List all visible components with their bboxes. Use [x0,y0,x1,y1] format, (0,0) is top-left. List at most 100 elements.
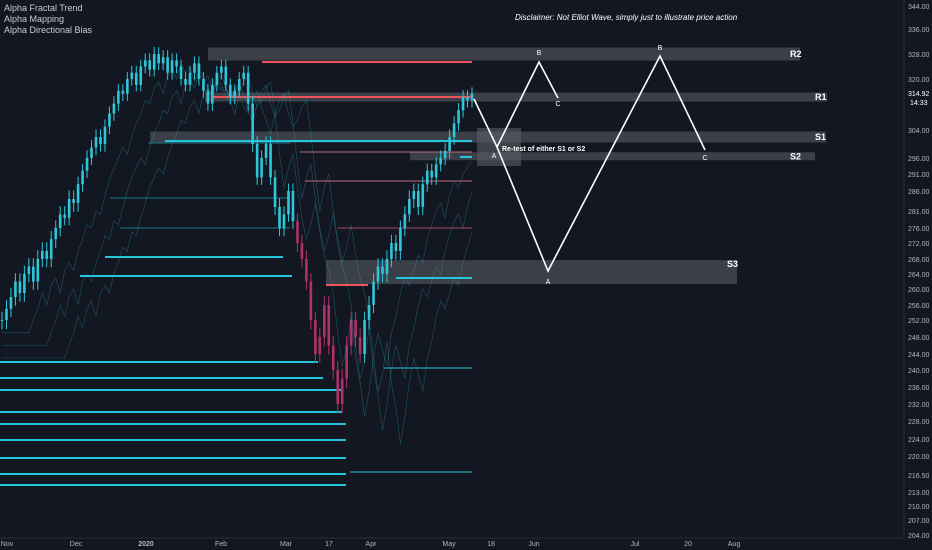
candle-body [246,72,250,104]
zone-s3 [326,260,737,285]
candle-body [403,214,407,228]
candle-body [363,320,366,354]
candle-body [175,60,178,67]
y-axis[interactable]: 344.00 336.00 328.00 320.00 304.00 296.00 291.… [903,0,932,540]
y-tick-label: 296.00 [908,156,930,163]
y-tick-label: 256.00 [908,303,930,310]
y-tick-label: 216.50 [908,473,930,480]
candle-body [394,243,398,251]
candle-body [81,170,84,185]
candle-body [439,158,442,165]
y-tick-label: 204.00 [908,533,930,540]
candle-body [148,60,152,70]
x-axis[interactable]: Nov Dec 2020 Feb Mar 17 Apr May 18 Jun Jul 20 Aug [0,537,904,548]
y-tick-label: 228.00 [908,419,930,426]
candle-body [305,259,308,282]
candle-body [430,170,434,178]
candle-body [134,72,138,85]
projection-point-c: C [702,155,707,162]
current-price-label: 314.92 [908,91,930,98]
candle-body [202,79,205,91]
candle-body [220,66,223,73]
candle-body [157,54,160,64]
candle-body [452,123,456,137]
candle-body [242,72,246,79]
candle-body [358,337,362,354]
candle-body [434,164,438,178]
candle-body [45,251,49,259]
candle-body [408,199,411,215]
candle-body [327,305,331,346]
candle-body [318,337,322,354]
candle-body [390,243,393,259]
candle-body [112,103,116,114]
candle-body [273,177,277,207]
candle-body [121,90,125,94]
candle-body [260,158,263,178]
candle-body [188,72,192,85]
trend-envelope-2 [2,81,473,444]
y-tick-label: 336.00 [908,27,930,34]
candle-body [18,281,22,293]
candle-body [224,66,228,85]
candle-body [461,97,465,111]
candle-body [399,228,402,251]
y-tick-label: 320.00 [908,77,930,84]
price-countdown-label: 14:33 [910,100,928,107]
price-tag-bg [905,88,932,107]
retest-box [477,128,521,166]
candle-body [58,214,62,228]
candle-body [354,320,357,337]
candle-body [237,79,241,91]
candle-body [269,144,272,178]
indicator-1[interactable]: Alpha Fractal Trend [4,3,83,13]
candle-body [457,110,460,124]
y-tick-label: 260.00 [908,287,930,294]
x-tick-label: Aug [728,541,741,548]
candle-body [152,54,156,70]
candle-body [367,305,371,320]
projection-leg-1 [473,60,559,149]
x-tick-label: May [442,541,456,548]
candle-body [372,281,375,305]
levels-layer [0,61,472,486]
y-tick-label: 213.00 [908,490,930,497]
candle-body [161,57,165,64]
candle-body [76,184,80,203]
retest-annotation: Re-test of either S1 or S2 [502,146,585,153]
y-tick-label: 291.00 [908,172,930,179]
y-tick-label: 344.00 [908,4,930,11]
candle-body [340,378,344,404]
candle-body [349,320,353,346]
candle-body [63,214,66,218]
y-tick-label: 236.00 [908,385,930,392]
y-tick-label: 252.00 [908,318,930,325]
candle-body [345,345,348,379]
candle-body [40,251,44,259]
candle-body [287,191,290,215]
candle-body [139,66,143,85]
zone-s2 [410,152,815,161]
x-tick-label: 17 [325,541,333,548]
candle-body [72,199,75,203]
candle-body [443,151,447,158]
candle-body [282,214,286,228]
indicator-2[interactable]: Alpha Mapping [4,14,65,24]
candle-body [90,147,93,158]
candle-body [103,126,107,144]
candle-body [126,79,129,94]
x-tick-label: Nov [1,541,14,548]
y-tick-label: 207.00 [908,518,930,525]
candle-body [27,266,31,274]
indicator-3[interactable]: Alpha Directional Bias [4,25,93,35]
candle-body [331,345,335,370]
x-tick-label: 2020 [138,541,154,548]
candle-body [32,266,35,282]
x-tick-label: Jul [631,541,640,548]
zone-label-r1: R1 [815,92,827,102]
zone-label-s1: S1 [815,132,826,142]
projection-point-b: B [658,45,663,52]
y-tick-label: 276.00 [908,226,930,233]
candle-body [376,266,380,282]
